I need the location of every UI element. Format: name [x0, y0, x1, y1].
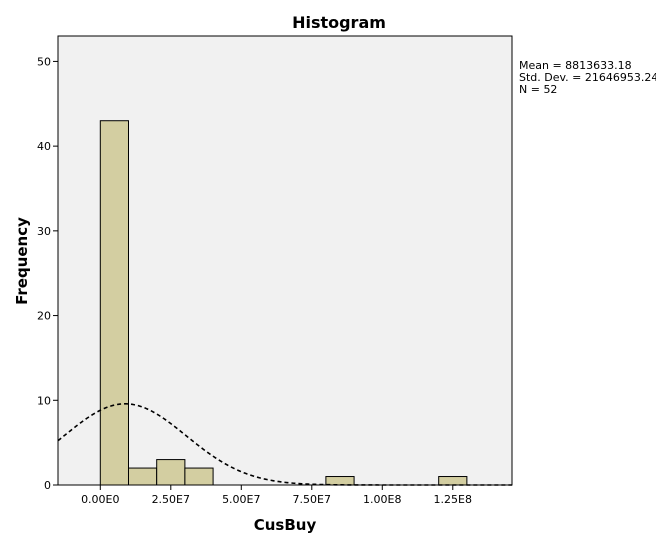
y-tick-label: 40	[37, 140, 51, 153]
y-axis: 0 10 20 30 40 50	[37, 55, 58, 492]
chart-title: Histogram	[292, 13, 386, 32]
x-tick-label: 0.00E0	[81, 493, 119, 506]
y-tick-label: 0	[44, 479, 51, 492]
x-axis: 0.00E0 2.50E7 5.00E7 7.50E7 1.00E8 1.25E8	[81, 485, 472, 506]
histogram-bar	[438, 476, 468, 486]
bars-layer	[99, 120, 468, 486]
y-tick-label: 20	[37, 310, 51, 323]
histogram-bar	[127, 467, 158, 486]
y-tick-label: 10	[37, 394, 51, 407]
histogram-bar	[99, 120, 129, 486]
histogram-bar	[325, 476, 355, 486]
plot-area	[57, 35, 513, 486]
histogram-bar	[156, 459, 186, 486]
stats-std-dev: Std. Dev. = 21646953.24	[519, 71, 656, 84]
stats-mean: Mean = 8813633.18	[519, 59, 632, 72]
x-tick-label: 5.00E7	[222, 493, 260, 506]
x-tick-label: 2.50E7	[152, 493, 190, 506]
y-axis-title: Frequency	[13, 217, 31, 305]
y-tick-label: 30	[37, 225, 51, 238]
histogram-bar	[184, 467, 214, 486]
stats-box: Mean = 8813633.18 Std. Dev. = 21646953.2…	[519, 59, 656, 96]
x-tick-label: 1.00E8	[363, 493, 401, 506]
stats-n: N = 52	[519, 83, 557, 96]
x-tick-label: 1.25E8	[434, 493, 472, 506]
x-axis-title: CusBuy	[254, 516, 317, 534]
y-tick-label: 50	[37, 55, 51, 68]
normal-curve	[57, 403, 512, 486]
x-tick-label: 7.50E7	[293, 493, 331, 506]
